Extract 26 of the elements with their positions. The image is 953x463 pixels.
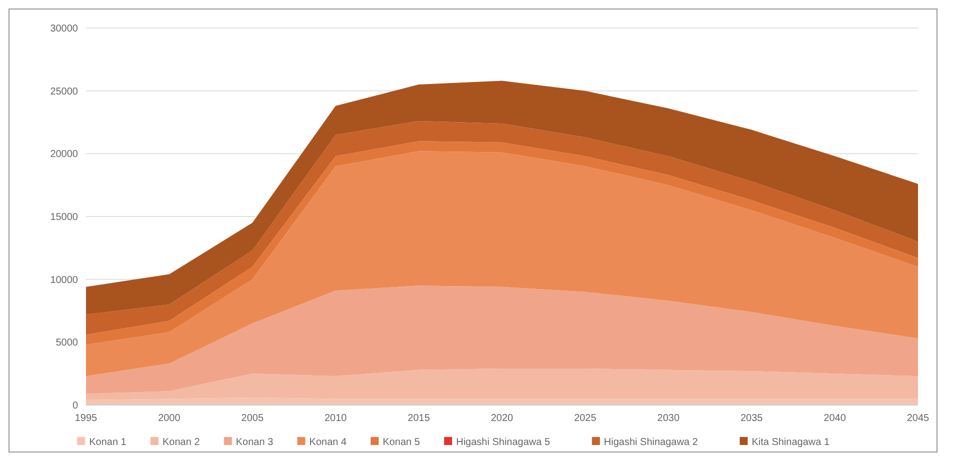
legend-label: Higashi Shinagawa 2 xyxy=(604,437,698,448)
x-tick-label: 2015 xyxy=(408,413,430,424)
x-tick-label: 2000 xyxy=(158,413,181,424)
legend-label: Konan 2 xyxy=(162,437,200,448)
y-tick-label: 10000 xyxy=(50,274,78,286)
x-tick-label: 2035 xyxy=(740,413,764,424)
x-tick-label: 1995 xyxy=(74,413,98,424)
y-tick-label: 0 xyxy=(72,400,78,412)
legend-label: Kita Shinagawa 1 xyxy=(752,437,830,448)
x-tick-label: 2005 xyxy=(241,413,264,424)
legend-label: Higashi Shinagawa 5 xyxy=(456,437,550,448)
y-tick-label: 25000 xyxy=(50,86,78,98)
y-tick-label: 5000 xyxy=(56,338,78,349)
legend-label: Konan 3 xyxy=(236,437,274,448)
legend-label: Konan 1 xyxy=(89,437,127,448)
x-tick-label: 2040 xyxy=(824,413,846,424)
x-tick-label: 2010 xyxy=(324,413,348,424)
x-tick-label: 2020 xyxy=(490,413,514,424)
legend-label: Konan 5 xyxy=(382,437,420,448)
legend-label: Konan 4 xyxy=(309,437,347,448)
y-tick-label: 20000 xyxy=(50,149,78,160)
x-tick-label: 2045 xyxy=(906,413,930,424)
x-tick-label: 2025 xyxy=(574,413,597,424)
x-tick-label: 2030 xyxy=(657,413,680,424)
y-tick-label: 30000 xyxy=(50,24,78,34)
y-tick-label: 15000 xyxy=(50,212,78,223)
